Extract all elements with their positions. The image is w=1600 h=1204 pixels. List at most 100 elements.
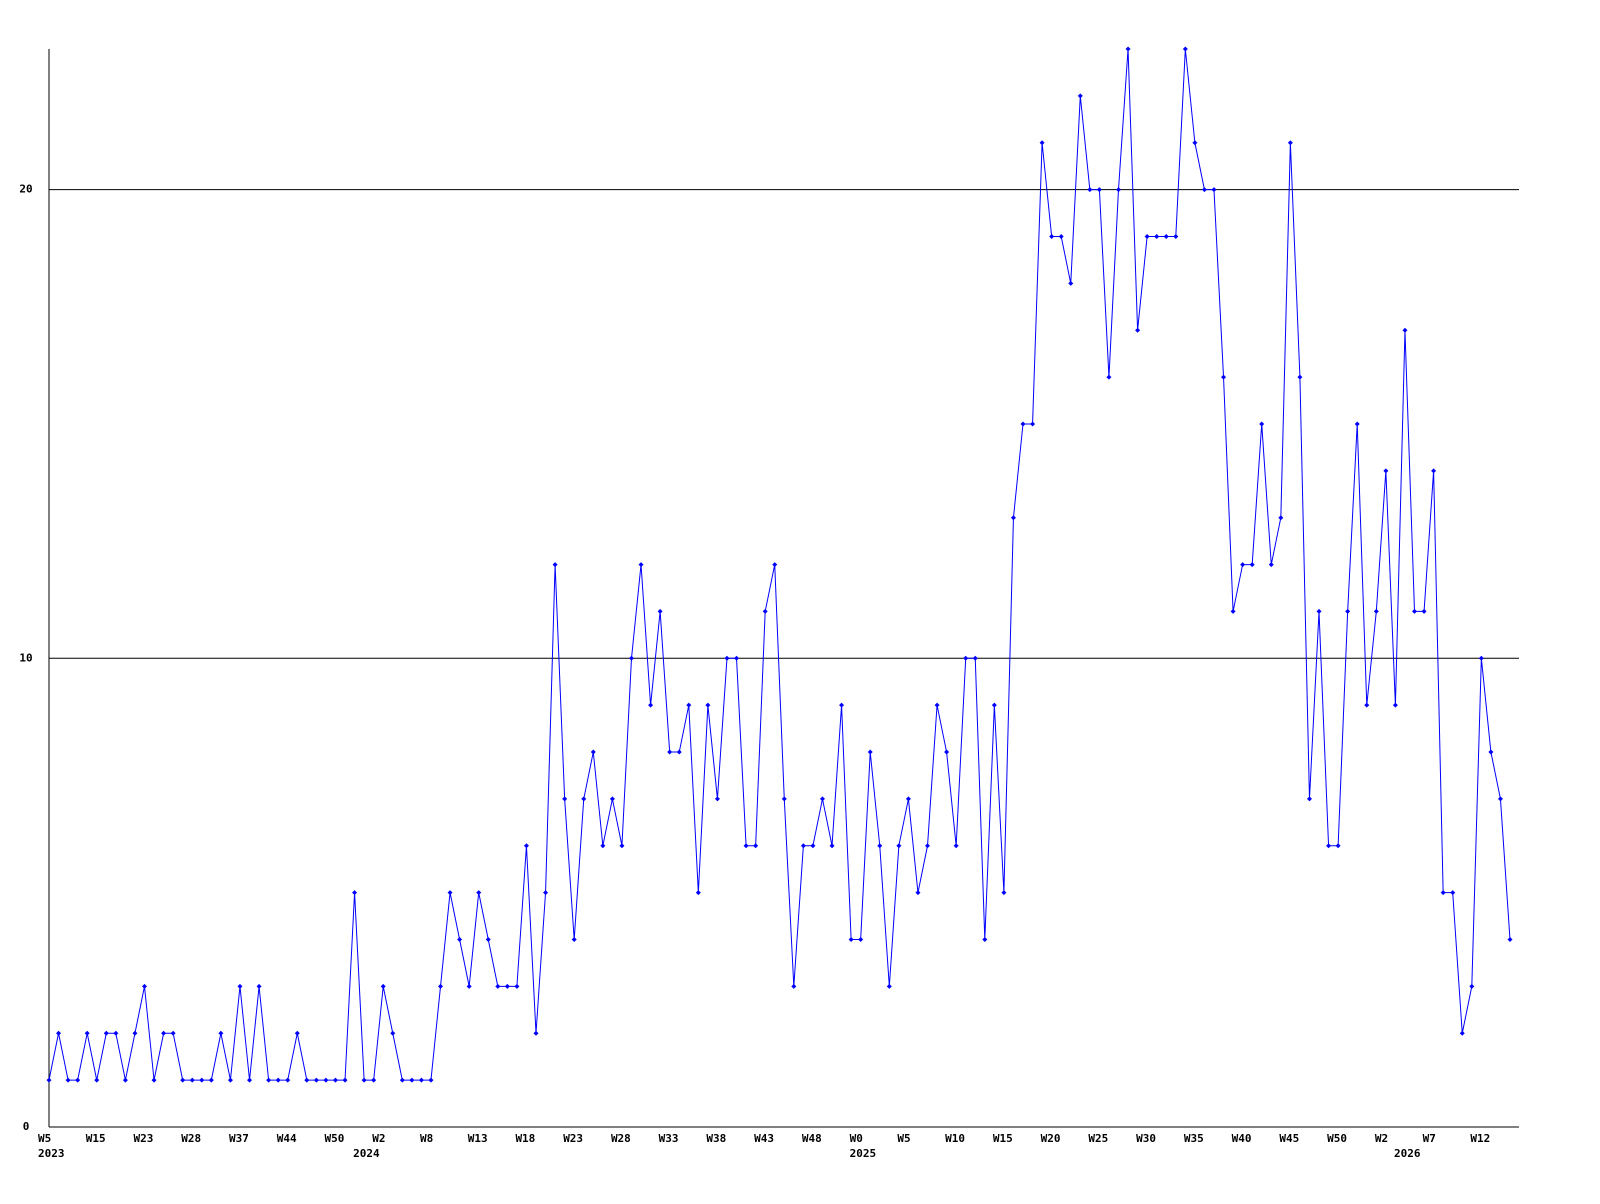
data-point (925, 843, 931, 849)
data-point (294, 1030, 300, 1036)
data-point (180, 1077, 186, 1083)
data-point (724, 655, 730, 661)
data-point (1373, 608, 1379, 614)
data-point (1431, 468, 1437, 474)
x-tick-label: W23 (133, 1132, 153, 1145)
data-point (1421, 608, 1427, 614)
x-tick-label: W10 (945, 1132, 965, 1145)
data-point (1068, 280, 1074, 286)
data-point (1173, 233, 1179, 239)
data-point (676, 749, 682, 755)
data-point (1478, 655, 1484, 661)
data-point (972, 655, 978, 661)
y-tick-label: 20 (19, 183, 32, 196)
data-point (94, 1077, 100, 1083)
x-tick-label: W7 (1423, 1132, 1436, 1145)
data-point (332, 1077, 338, 1083)
data-point (991, 702, 997, 708)
x-tick-label: W0 (850, 1132, 863, 1145)
data-point (800, 843, 806, 849)
data-point (1259, 421, 1265, 427)
data-point (1354, 421, 1360, 427)
data-point (705, 702, 711, 708)
data-point (523, 843, 529, 849)
data-point (1497, 796, 1503, 802)
data-point (1297, 374, 1303, 380)
data-point (256, 983, 262, 989)
data-point (313, 1077, 319, 1083)
data-point (84, 1030, 90, 1036)
x-tick-label: W37 (229, 1132, 249, 1145)
data-point (600, 843, 606, 849)
data-point (590, 749, 596, 755)
data-point (686, 702, 692, 708)
data-point (428, 1077, 434, 1083)
x-tick-label: W43 (754, 1132, 774, 1145)
data-point (1230, 608, 1236, 614)
data-point (714, 796, 720, 802)
data-point (1335, 843, 1341, 849)
x-tick-label: W44 (277, 1132, 297, 1145)
data-point (1010, 515, 1016, 521)
data-point (504, 983, 510, 989)
data-point (762, 608, 768, 614)
data-point (1450, 890, 1456, 896)
data-point (457, 937, 463, 943)
data-point (218, 1030, 224, 1036)
data-point (447, 890, 453, 896)
year-label: 2024 (353, 1147, 380, 1160)
data-point (438, 983, 444, 989)
data-point (1392, 702, 1398, 708)
data-point (409, 1077, 415, 1083)
data-point (399, 1077, 405, 1083)
data-point (170, 1030, 176, 1036)
data-point (619, 843, 625, 849)
data-point (275, 1077, 281, 1083)
x-tick-label: W28 (611, 1132, 631, 1145)
data-point (1412, 608, 1418, 614)
x-tick-label: W5 (897, 1132, 910, 1145)
data-point (1182, 46, 1188, 52)
x-tick-label: W28 (181, 1132, 201, 1145)
x-tick-label: W35 (1184, 1132, 1204, 1145)
data-point (199, 1077, 205, 1083)
data-point (1106, 374, 1112, 380)
data-point (352, 890, 358, 896)
data-point (552, 562, 558, 568)
data-point (848, 937, 854, 943)
x-tick-label: W15 (993, 1132, 1013, 1145)
data-point (819, 796, 825, 802)
data-point (247, 1077, 253, 1083)
data-point (227, 1077, 233, 1083)
data-point (1507, 937, 1513, 943)
x-tick-label: W13 (468, 1132, 488, 1145)
x-tick-label: W40 (1232, 1132, 1252, 1145)
data-point (113, 1030, 119, 1036)
data-point (543, 890, 549, 896)
y-tick-label: 10 (19, 651, 32, 664)
data-point (56, 1030, 62, 1036)
data-point (896, 843, 902, 849)
data-point (514, 983, 520, 989)
x-tick-label: W12 (1470, 1132, 1490, 1145)
data-point (905, 796, 911, 802)
data-point (638, 562, 644, 568)
data-point (877, 843, 883, 849)
data-point (810, 843, 816, 849)
data-point (75, 1077, 81, 1083)
x-tick-label: W38 (706, 1132, 726, 1145)
data-point (1402, 327, 1408, 333)
data-point (1154, 233, 1160, 239)
data-point (495, 983, 501, 989)
data-point (1326, 843, 1332, 849)
data-point (829, 843, 835, 849)
data-point (1020, 421, 1026, 427)
data-point (695, 890, 701, 896)
x-tick-label: W18 (515, 1132, 535, 1145)
data-point (103, 1030, 109, 1036)
data-point (934, 702, 940, 708)
data-point (963, 655, 969, 661)
data-point (562, 796, 568, 802)
data-point (1316, 608, 1322, 614)
